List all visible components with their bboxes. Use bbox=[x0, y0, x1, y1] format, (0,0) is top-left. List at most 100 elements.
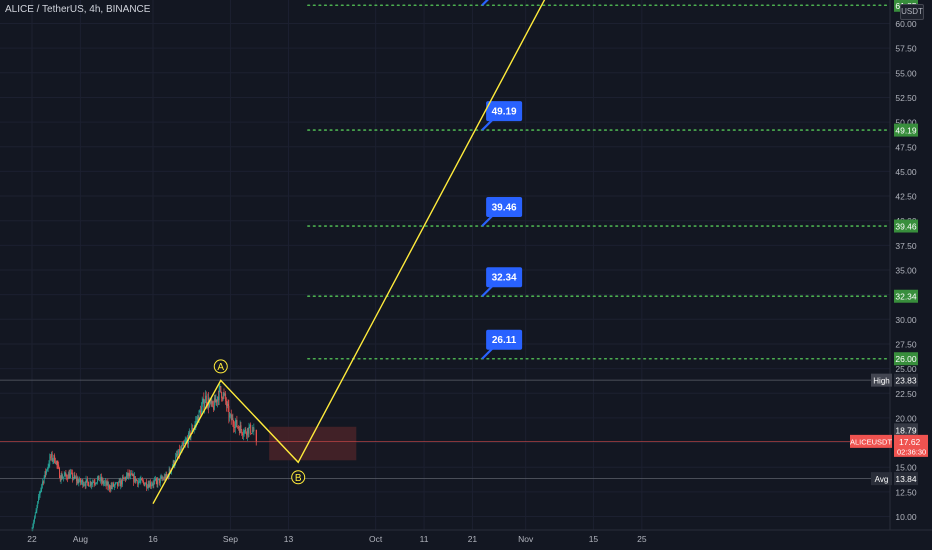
candle-body bbox=[38, 496, 39, 502]
candle-body bbox=[163, 478, 164, 480]
candle-body bbox=[47, 468, 48, 470]
callout-pointer bbox=[481, 119, 493, 131]
price-tick-label: 20.00 bbox=[895, 413, 917, 423]
candle-body bbox=[169, 469, 171, 472]
callout-box bbox=[486, 267, 523, 288]
candle-body bbox=[166, 474, 168, 477]
candle-body bbox=[152, 484, 154, 486]
candle-body bbox=[180, 449, 182, 450]
candle-body bbox=[176, 454, 178, 456]
candle-body bbox=[184, 443, 185, 445]
candle-body bbox=[155, 478, 157, 481]
current-price-label: 17.62 bbox=[899, 437, 921, 447]
candle-body bbox=[240, 425, 242, 430]
last-candle-body bbox=[255, 429, 257, 442]
candle-body bbox=[223, 393, 225, 395]
time-tick-label: 13 bbox=[284, 534, 294, 544]
candle-body bbox=[113, 483, 114, 487]
candle-body bbox=[95, 483, 97, 484]
candle-body bbox=[172, 461, 174, 467]
candle-body bbox=[214, 398, 216, 403]
candle-body bbox=[121, 480, 123, 485]
price-tick-label: 52.50 bbox=[895, 93, 917, 103]
price-tick-label: 35.00 bbox=[895, 266, 917, 276]
candle-body bbox=[247, 428, 249, 434]
candle-body bbox=[173, 461, 175, 466]
candle-body bbox=[79, 478, 81, 482]
candle-body bbox=[80, 478, 81, 483]
candle-body bbox=[154, 480, 156, 482]
candle-body bbox=[127, 472, 129, 476]
candle-body bbox=[113, 485, 115, 487]
price-tick-label: 55.00 bbox=[895, 68, 917, 78]
candle-body bbox=[65, 472, 67, 476]
reference-price-tag-label: 13.84 bbox=[895, 474, 917, 484]
candle-body bbox=[143, 482, 145, 486]
candle-body bbox=[198, 410, 200, 422]
candle-body bbox=[97, 475, 99, 479]
candle-body bbox=[251, 433, 252, 435]
currency-badge[interactable]: USDT bbox=[900, 4, 924, 20]
reference-price-tag bbox=[894, 472, 918, 486]
candle-body bbox=[248, 426, 250, 434]
candle-body bbox=[245, 429, 247, 433]
candle-body bbox=[201, 407, 202, 415]
candle-body bbox=[249, 424, 251, 427]
callout-label: 32.34 bbox=[492, 273, 517, 284]
candle-body bbox=[75, 477, 77, 479]
price-tick-label: 10.00 bbox=[895, 512, 917, 522]
candle-body bbox=[68, 473, 70, 479]
candle-body bbox=[131, 473, 133, 476]
candle-body bbox=[246, 432, 248, 436]
candle-body bbox=[235, 420, 237, 424]
candle-body bbox=[81, 480, 83, 482]
candle-body bbox=[134, 476, 135, 482]
price-tick-label: 60.00 bbox=[895, 19, 917, 29]
candle-body bbox=[181, 445, 183, 450]
candle-body bbox=[72, 478, 74, 479]
candle-body bbox=[207, 398, 209, 406]
candle-body bbox=[225, 393, 227, 401]
candle-body bbox=[118, 482, 119, 486]
candle-body bbox=[163, 476, 165, 480]
candle-body bbox=[229, 415, 231, 418]
candle-body bbox=[214, 398, 215, 410]
candle-body bbox=[182, 443, 184, 446]
candle-body bbox=[92, 482, 93, 484]
time-tick-label: 22 bbox=[27, 534, 37, 544]
candle-body bbox=[108, 485, 110, 488]
candle-body bbox=[217, 396, 219, 402]
candle-body bbox=[42, 481, 43, 485]
target-price-tag-label: 49.19 bbox=[895, 126, 917, 136]
candle-body bbox=[102, 479, 104, 484]
candle-body bbox=[61, 475, 63, 479]
candle-body bbox=[55, 462, 56, 464]
candle-body bbox=[226, 403, 228, 406]
candle-body bbox=[215, 399, 217, 403]
candle-body bbox=[210, 400, 212, 404]
candle-body bbox=[93, 482, 94, 483]
callout-pointer bbox=[481, 215, 493, 227]
candle-body bbox=[153, 481, 155, 485]
candle-body bbox=[164, 476, 166, 480]
candle-body bbox=[201, 402, 203, 408]
candle-body bbox=[48, 464, 50, 467]
candle-body bbox=[34, 512, 36, 518]
candle-body bbox=[132, 474, 134, 476]
candle-body bbox=[136, 479, 138, 481]
candle-body bbox=[179, 449, 181, 455]
candle-body bbox=[151, 484, 152, 486]
candle-body bbox=[239, 428, 240, 433]
candle-body bbox=[126, 472, 128, 476]
candle-body bbox=[133, 474, 135, 482]
candle-body bbox=[101, 479, 103, 482]
candle-body bbox=[185, 440, 187, 442]
price-tick-label: 27.50 bbox=[895, 339, 917, 349]
candle-body bbox=[80, 481, 82, 483]
candle-body bbox=[250, 424, 252, 434]
candle-body bbox=[228, 405, 230, 418]
candle-body bbox=[106, 482, 108, 486]
candle-body bbox=[141, 478, 143, 480]
